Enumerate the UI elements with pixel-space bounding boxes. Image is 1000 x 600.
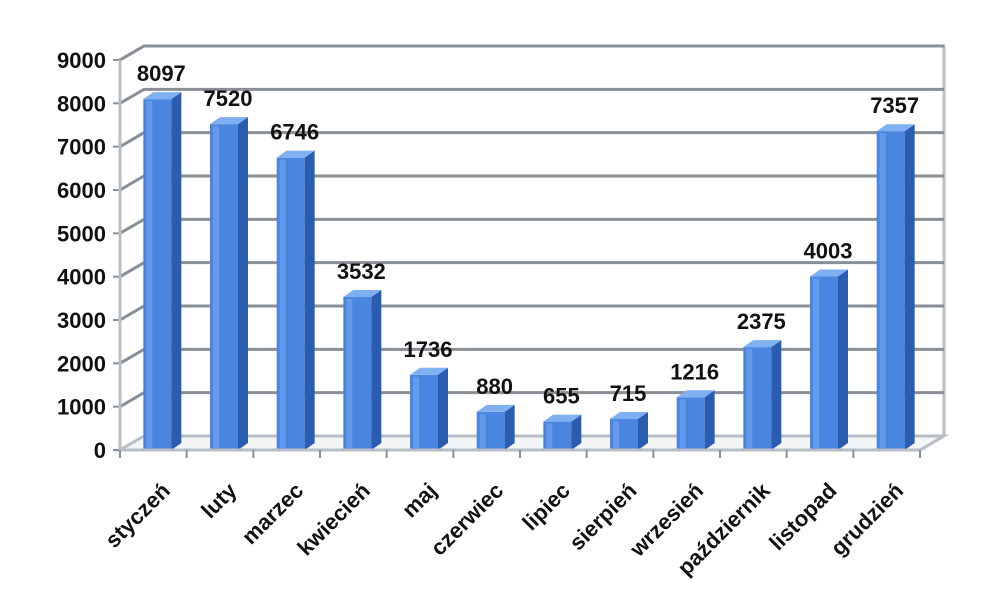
data-label: 1736 <box>404 337 453 362</box>
data-label: 715 <box>610 381 647 406</box>
bar-side <box>504 404 515 450</box>
data-label: 4003 <box>804 239 853 264</box>
bar-side <box>238 117 248 450</box>
bar <box>143 92 182 450</box>
bar-side <box>638 412 648 450</box>
y-axis: 0 1000 2000 3000 4000 5000 6000 7000 8000 9000 <box>57 48 122 463</box>
bar-highlight <box>413 376 419 448</box>
bar-side <box>771 340 782 450</box>
category-label: lipiec <box>517 478 574 535</box>
category-label: kwiecień <box>292 478 375 561</box>
y-tick-label: 7000 <box>57 135 106 160</box>
bar-side <box>371 289 382 450</box>
bar-side <box>438 367 448 450</box>
data-labels: 8097 7520 6746 3532 1736 880 655 715 1216 2375 400… <box>137 61 919 408</box>
bar-highlight <box>613 421 619 448</box>
bar <box>276 150 315 450</box>
bar-highlight <box>213 126 219 448</box>
data-label: 7357 <box>870 93 919 118</box>
bar-top <box>876 124 915 132</box>
bar <box>343 289 382 450</box>
data-label: 1216 <box>670 359 719 384</box>
bar-highlight <box>546 423 553 448</box>
y-tick-label: 6000 <box>57 178 106 203</box>
bar-side <box>304 150 315 450</box>
data-label: 8097 <box>137 61 186 86</box>
y-tick-label: 4000 <box>57 265 106 290</box>
data-label: 7520 <box>204 86 253 111</box>
data-label: 6746 <box>270 120 319 145</box>
bar-top <box>743 340 782 348</box>
bar-side <box>571 414 582 450</box>
bar-highlight <box>679 399 686 448</box>
bar-top <box>543 414 582 422</box>
category-label: styczeń <box>100 478 175 553</box>
bar-highlight <box>813 278 819 448</box>
bar-top <box>610 412 648 420</box>
y-tick-label: 9000 <box>57 48 106 73</box>
bar <box>676 390 715 450</box>
y-tick-label: 3000 <box>57 308 106 333</box>
bar-side <box>904 124 915 451</box>
bar <box>410 367 448 450</box>
bar-highlight <box>879 133 886 449</box>
bar <box>876 124 915 451</box>
bar-top <box>810 269 848 277</box>
data-label: 655 <box>543 384 580 409</box>
bar <box>476 404 515 450</box>
bar-highlight <box>346 298 353 448</box>
bar <box>210 117 248 450</box>
bar-side <box>838 269 848 450</box>
data-label: 880 <box>476 374 513 399</box>
bar-top <box>343 289 382 297</box>
bar-highlight <box>746 349 753 448</box>
bar <box>543 414 582 450</box>
y-tick-label: 5000 <box>57 221 106 246</box>
y-tick-label: 1000 <box>57 395 106 420</box>
bar-top <box>476 404 515 412</box>
gridline <box>119 87 944 105</box>
bar-top <box>210 117 248 125</box>
y-tick-label: 0 <box>94 438 106 463</box>
bar <box>610 412 648 450</box>
bar-side <box>171 92 182 450</box>
category-label: luty <box>196 477 242 523</box>
data-label: 3532 <box>337 259 386 284</box>
bar-top <box>410 367 448 375</box>
y-tick-label: 8000 <box>57 91 106 116</box>
bar-side <box>704 390 715 450</box>
bar-highlight <box>146 101 153 448</box>
data-label: 2375 <box>737 309 786 334</box>
bar-top <box>143 92 182 100</box>
gridline <box>119 44 944 62</box>
category-label: maj <box>397 478 441 522</box>
category-label: czerwiec <box>426 478 509 561</box>
bar-top <box>276 150 315 158</box>
bar <box>743 340 782 450</box>
bar-highlight <box>479 413 486 448</box>
category-label: grudzień <box>826 478 908 560</box>
bar-top <box>676 390 715 398</box>
bars <box>143 92 915 451</box>
bar <box>810 269 848 450</box>
y-tick-label: 2000 <box>57 351 106 376</box>
bar-highlight <box>279 159 286 448</box>
